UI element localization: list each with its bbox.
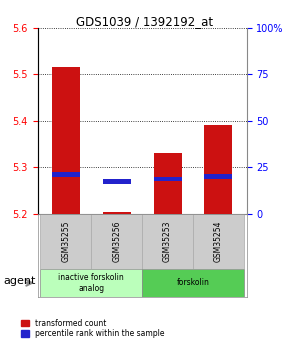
Bar	[142, 269, 244, 297]
Bar	[142, 214, 193, 269]
Text: GSM35254: GSM35254	[214, 221, 223, 262]
Bar	[40, 269, 142, 297]
Bar	[193, 214, 244, 269]
Text: GSM35255: GSM35255	[61, 221, 70, 262]
Bar	[154, 177, 182, 181]
Bar	[52, 172, 80, 177]
Bar	[103, 211, 130, 214]
Bar	[103, 179, 130, 184]
Bar	[204, 174, 233, 179]
Text: inactive forskolin
analog: inactive forskolin analog	[58, 273, 124, 293]
Bar	[91, 214, 142, 269]
Legend: transformed count, percentile rank within the sample: transformed count, percentile rank withi…	[18, 316, 168, 341]
Bar	[204, 126, 233, 214]
Text: agent: agent	[3, 276, 35, 286]
Text: forskolin: forskolin	[177, 278, 209, 287]
Text: GDS1039 / 1392192_at: GDS1039 / 1392192_at	[77, 16, 213, 29]
Text: GSM35256: GSM35256	[112, 221, 121, 262]
Bar	[40, 214, 91, 269]
Bar	[154, 154, 182, 214]
Text: GSM35253: GSM35253	[163, 221, 172, 262]
Bar	[52, 67, 80, 214]
